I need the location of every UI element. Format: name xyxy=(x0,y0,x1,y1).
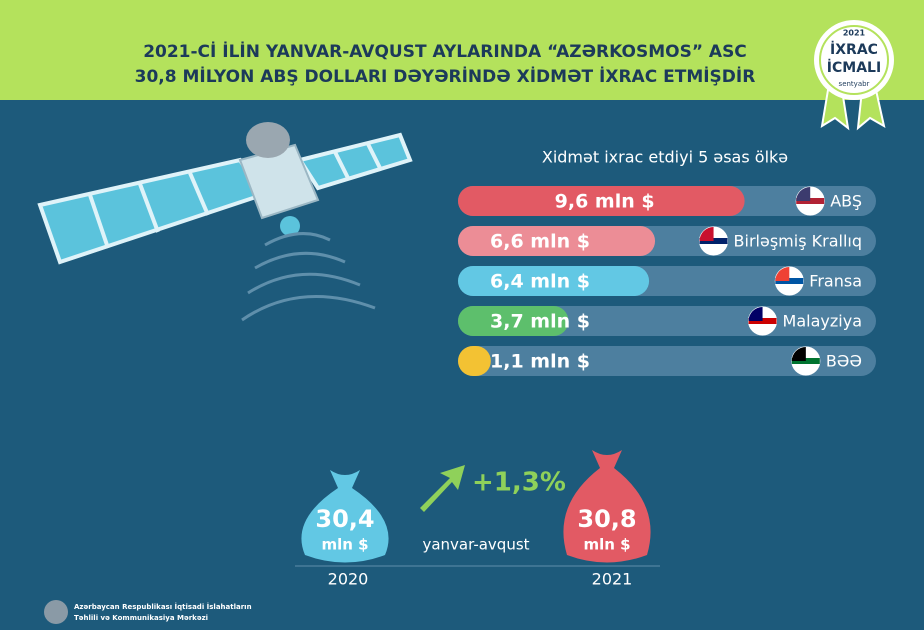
category-label: ABŞ xyxy=(830,192,862,211)
value-label: 9,6 mln $ xyxy=(555,191,655,213)
bar xyxy=(458,186,745,216)
unit: mln $ xyxy=(583,536,630,554)
flag xyxy=(796,187,811,201)
category-label: BƏƏ xyxy=(826,352,862,371)
period: yanvar-avqust xyxy=(422,536,529,554)
amount: 30,8 xyxy=(577,505,636,533)
value-label: 1,1 mln $ xyxy=(490,351,590,373)
category-label: Malayziya xyxy=(783,312,862,331)
comparison: 30,4 mln $ 30,8 mln $ 2020 2021 +1,3% ya… xyxy=(295,450,660,589)
bar xyxy=(458,266,650,296)
category-label: Fransa xyxy=(809,272,862,291)
header-line: 30,8 MİLYON ABŞ DOLLARI DƏYƏRİNDƏ XİDMƏT… xyxy=(135,65,756,87)
flag xyxy=(791,347,806,361)
amount: 30,4 xyxy=(315,505,374,533)
unit: mln $ xyxy=(321,536,368,554)
footer: Azərbaycan Respublikası İqtisadi İslahat… xyxy=(44,600,252,624)
flag xyxy=(699,227,714,241)
change: +1,3% xyxy=(472,468,566,498)
footer-text: Təhlili və Kommunikasiya Mərkəzi xyxy=(74,614,208,622)
badge-text: İCMALI xyxy=(827,59,881,76)
header-line: 2021-Cİ İLİN YANVAR-AVQUST AYLARINDA “AZ… xyxy=(143,40,747,62)
badge-year: 2021 xyxy=(843,29,866,38)
badge-text: İXRAC xyxy=(830,41,878,58)
value-label: 6,6 mln $ xyxy=(490,231,590,253)
bar xyxy=(458,226,656,256)
bar-chart: 9,6 mln $ ABŞ 6,6 mln $ Birləşmiş Krallıq 6,… xyxy=(458,186,876,376)
flag xyxy=(775,267,790,281)
badge-month: sentyabr xyxy=(839,80,870,88)
chart-title: Xidmət ixrac etdiyi 5 əsas ölkə xyxy=(542,148,788,167)
satellite xyxy=(37,122,413,322)
bar xyxy=(458,346,491,376)
year: 2021 xyxy=(592,570,633,589)
header-band xyxy=(0,0,924,100)
badge: 2021 İXRAC İCMALI sentyabr xyxy=(814,20,894,131)
flag xyxy=(748,307,763,321)
value-label: 6,4 mln $ xyxy=(490,271,590,293)
bar-track xyxy=(458,346,876,376)
footer-text: Azərbaycan Respublikası İqtisadi İslahat… xyxy=(74,602,252,611)
year: 2020 xyxy=(328,570,369,589)
value-label: 3,7 mln $ xyxy=(490,311,590,333)
category-label: Birləşmiş Krallıq xyxy=(734,232,862,251)
bar xyxy=(458,306,569,336)
